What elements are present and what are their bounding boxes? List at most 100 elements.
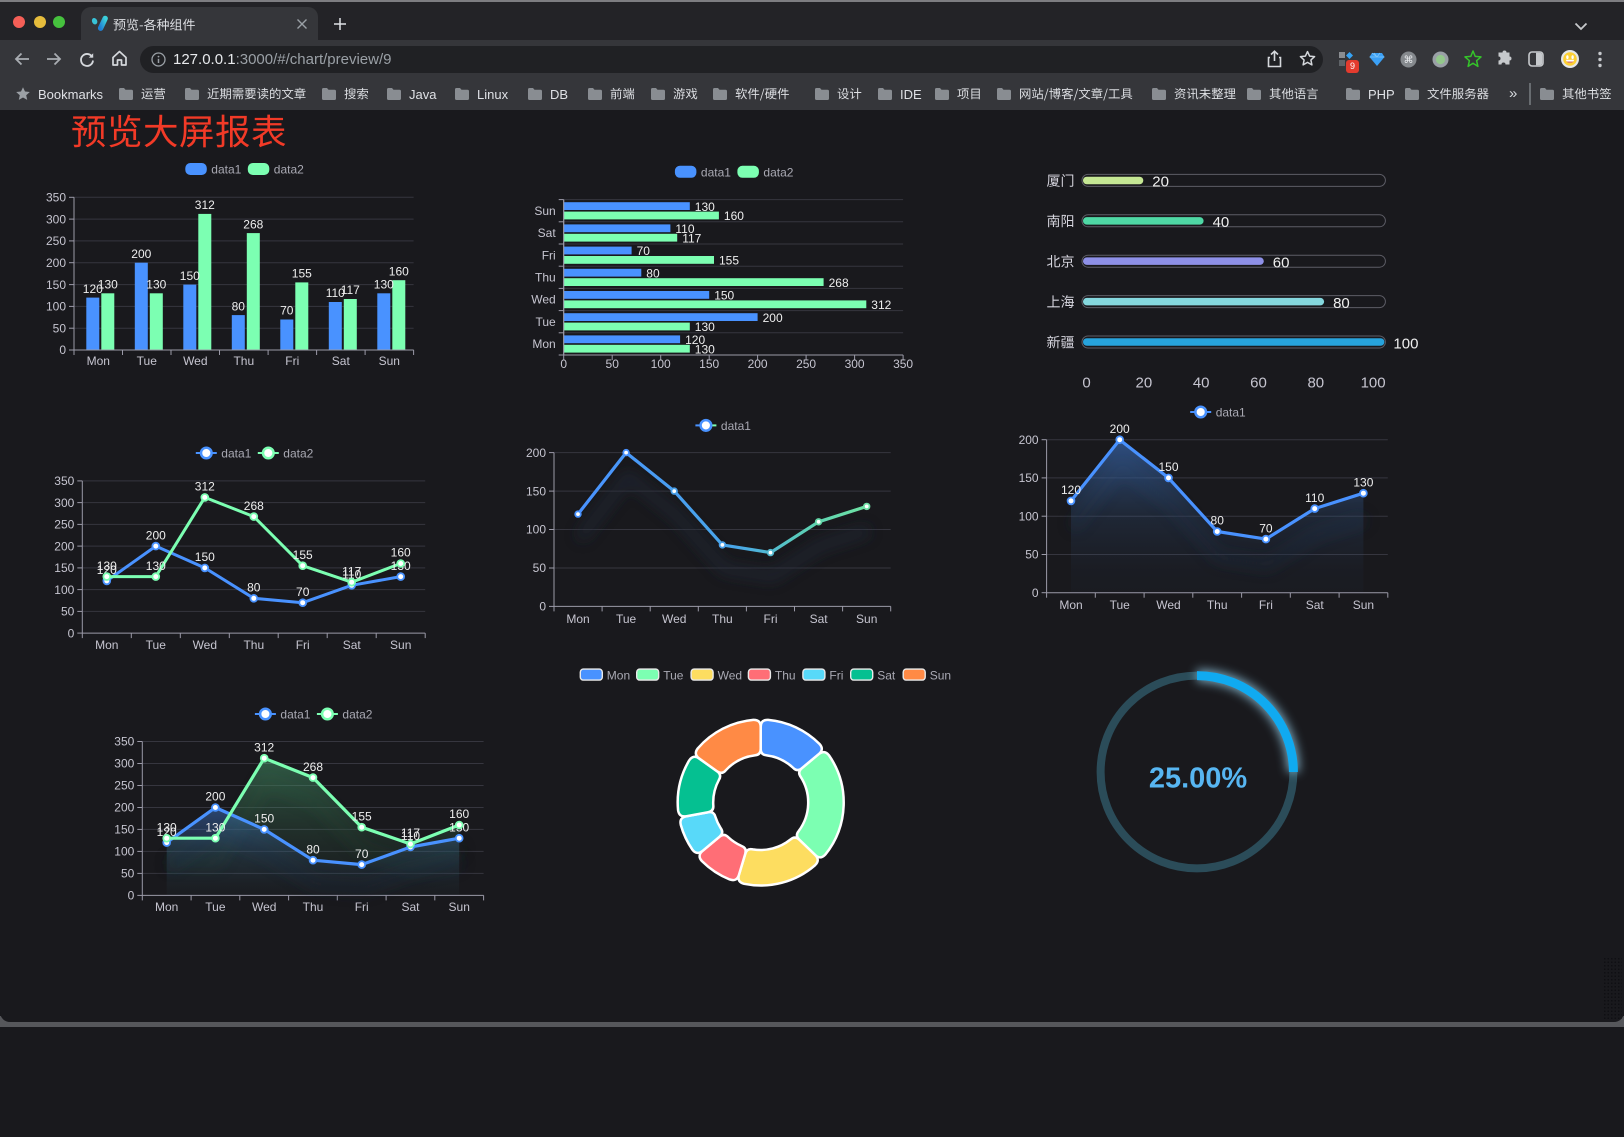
svg-text:Tue: Tue [137,354,158,368]
svg-text:117: 117 [682,231,701,245]
svg-text:200: 200 [1019,433,1039,447]
svg-text:0: 0 [1032,586,1039,600]
svg-text:Sun: Sun [930,668,951,682]
svg-text:100: 100 [46,300,66,314]
svg-text:Wed: Wed [252,900,276,914]
svg-text:data1: data1 [721,419,751,433]
svg-text:70: 70 [296,585,310,599]
svg-text:Sun: Sun [390,638,411,652]
svg-text:120: 120 [157,825,177,839]
svg-text:130: 130 [205,820,225,834]
svg-text:60: 60 [1250,374,1267,391]
svg-text:130: 130 [157,820,177,834]
svg-text:200: 200 [114,801,134,815]
svg-text:200: 200 [131,247,151,261]
svg-text:Thu: Thu [243,638,264,652]
svg-text:110: 110 [342,568,361,582]
svg-text:Wed: Wed [1156,598,1180,612]
svg-text:200: 200 [46,256,66,270]
svg-text:70: 70 [355,847,369,861]
svg-text:Thu: Thu [775,668,796,682]
svg-text:130: 130 [695,342,715,356]
svg-text:155: 155 [352,809,372,823]
svg-text:data1: data1 [280,708,310,722]
svg-text:Tue: Tue [146,638,167,652]
svg-text:160: 160 [724,209,744,223]
svg-text:0: 0 [128,889,135,903]
svg-text:110: 110 [326,286,345,300]
svg-text:268: 268 [244,499,264,513]
svg-text:Wed: Wed [183,354,207,368]
svg-text:data2: data2 [763,166,793,180]
svg-text:150: 150 [254,812,274,826]
svg-text:100: 100 [526,523,546,537]
svg-text:data1: data1 [211,163,241,177]
svg-text:130: 130 [97,559,117,573]
svg-text:50: 50 [61,605,75,619]
svg-text:Fri: Fri [285,354,299,368]
svg-text:Fri: Fri [355,900,369,914]
svg-text:Tue: Tue [663,668,684,682]
svg-text:100: 100 [54,583,74,597]
svg-text:Tue: Tue [616,612,637,626]
svg-text:150: 150 [114,823,134,837]
svg-text:Sat: Sat [332,354,351,368]
svg-text:Thu: Thu [1207,598,1228,612]
svg-text:80: 80 [1333,295,1350,312]
svg-text:Fri: Fri [1259,598,1273,612]
svg-text:300: 300 [54,496,74,510]
svg-text:Thu: Thu [233,354,254,368]
svg-text:Mon: Mon [566,612,589,626]
svg-text:250: 250 [114,779,134,793]
svg-text:50: 50 [121,867,135,881]
svg-text:0: 0 [560,357,567,371]
svg-text:Mon: Mon [1059,598,1082,612]
svg-text:Tue: Tue [535,315,556,329]
svg-text:150: 150 [46,278,66,292]
svg-text:Sat: Sat [401,900,420,914]
svg-text:100: 100 [1019,509,1039,523]
svg-text:150: 150 [54,561,74,575]
svg-text:Thu: Thu [712,612,733,626]
svg-text:120: 120 [83,282,103,296]
svg-text:80: 80 [232,299,246,313]
svg-text:Sat: Sat [538,226,557,240]
svg-text:120: 120 [685,333,705,347]
svg-text:110: 110 [675,222,694,236]
svg-text:117: 117 [341,283,360,297]
svg-text:268: 268 [303,760,323,774]
svg-text:117: 117 [401,826,420,840]
svg-text:⌘: ⌘ [1404,55,1414,66]
svg-text:Sun: Sun [379,354,400,368]
svg-text:268: 268 [829,276,849,290]
svg-text:312: 312 [195,198,215,212]
svg-text:Sat: Sat [343,638,362,652]
svg-text:Sat: Sat [1306,598,1325,612]
svg-text:150: 150 [180,269,200,283]
svg-text:120: 120 [97,563,117,577]
svg-text:0: 0 [539,600,546,614]
svg-text:40: 40 [1213,214,1230,231]
svg-text:Mon: Mon [607,668,630,682]
svg-text:200: 200 [146,528,166,542]
svg-text:50: 50 [53,321,67,335]
svg-text:300: 300 [46,212,66,226]
svg-text:312: 312 [871,298,891,312]
svg-text:0: 0 [68,626,75,640]
svg-text:130: 130 [695,320,715,334]
svg-text:data1: data1 [221,447,251,461]
svg-text:80: 80 [646,266,660,280]
svg-text:Wed: Wed [193,638,217,652]
svg-text:80: 80 [1307,374,1324,391]
svg-text:120: 120 [1061,483,1081,497]
svg-text:70: 70 [637,244,651,258]
svg-text:130: 130 [98,278,118,292]
svg-text:70: 70 [1259,521,1273,535]
svg-text:100: 100 [114,845,134,859]
svg-text:100: 100 [651,357,671,371]
svg-text:Sat: Sat [877,668,896,682]
svg-text:150: 150 [1158,460,1178,474]
svg-text:50: 50 [606,357,620,371]
svg-text:150: 150 [714,289,734,303]
svg-text:200: 200 [526,446,546,460]
